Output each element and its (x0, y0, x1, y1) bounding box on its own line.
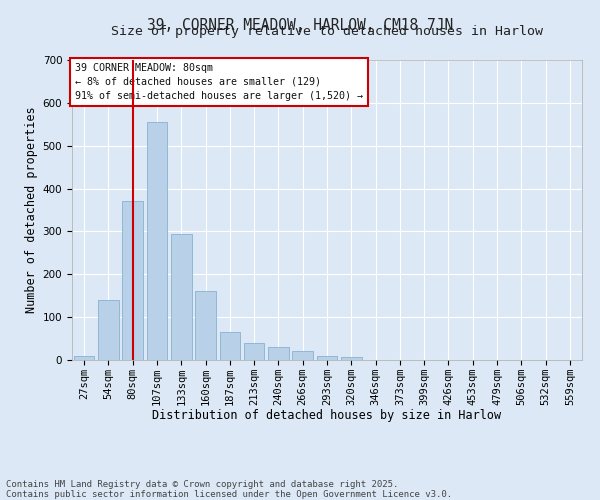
Bar (195, 292, 216, 360)
Text: 39 CORNER MEADOW: 80sqm
← 8% of detached houses are smaller (129)
91% of semi-de: 39 CORNER MEADOW: 80sqm ← 8% of detached… (74, 63, 362, 101)
Bar (74, 356, 94, 360)
Bar (244, 343, 265, 360)
Text: Contains HM Land Registry data © Crown copyright and database right 2025.
Contai: Contains HM Land Registry data © Crown c… (6, 480, 452, 499)
Bar (220, 332, 240, 360)
Bar (268, 347, 289, 360)
Bar (98, 300, 119, 360)
Title: Size of property relative to detached houses in Harlow: Size of property relative to detached ho… (111, 25, 543, 38)
Bar (146, 122, 167, 360)
Text: 39, CORNER MEADOW, HARLOW, CM18 7JN: 39, CORNER MEADOW, HARLOW, CM18 7JN (147, 18, 453, 32)
X-axis label: Distribution of detached houses by size in Harlow: Distribution of detached houses by size … (152, 410, 502, 422)
Bar (292, 352, 313, 360)
Bar (171, 234, 191, 360)
Y-axis label: Number of detached properties: Number of detached properties (25, 106, 38, 314)
Bar (122, 202, 143, 360)
Bar (341, 356, 362, 360)
Bar (317, 356, 337, 360)
